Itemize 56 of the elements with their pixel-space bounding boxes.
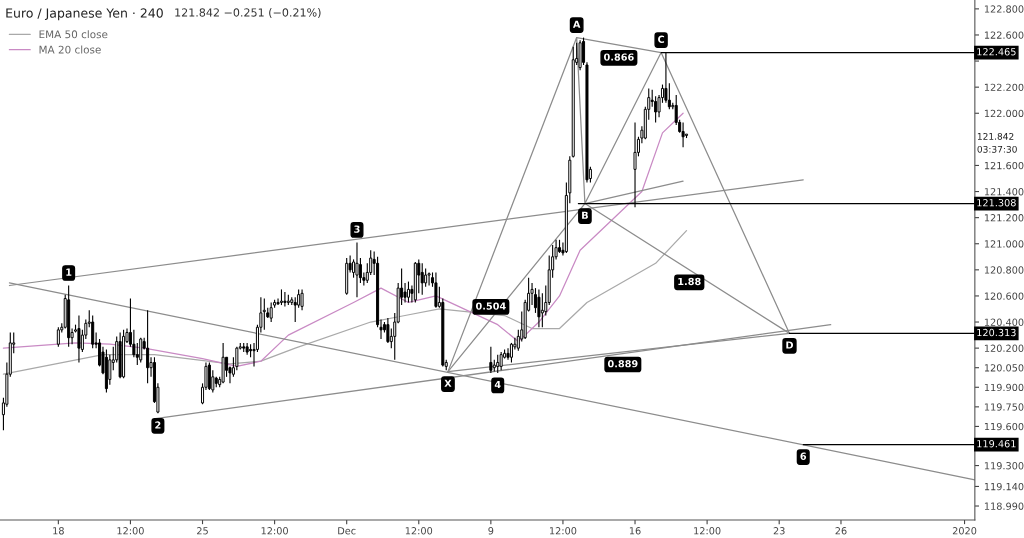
annotation: D (786, 341, 794, 349)
x-tick-label: 18 (53, 527, 64, 535)
y-tick-label: 120.400 (984, 318, 1024, 326)
y-tick-label: 120.800 (984, 266, 1024, 274)
annotation: 6 (800, 452, 807, 460)
x-tick-label: 16 (629, 527, 641, 535)
y-tick-label: 121.600 (984, 161, 1024, 170)
text: 03:37:30 (977, 145, 1017, 153)
y-tick-label: 119.600 (984, 422, 1024, 431)
y-tick-label: 118.990 (984, 502, 1024, 510)
x-tick-label: 26 (835, 527, 847, 535)
text: Euro / Japanese Yen · 240 (6, 8, 163, 21)
text: 121.842 −0.251 (−0.21%) (175, 8, 321, 18)
y-tick-label: 121.400 (984, 188, 1024, 196)
legend-label: EMA 50 close (39, 30, 108, 39)
y-tick-label: 119.750 (984, 403, 1024, 411)
y-tick-label: 120.200 (984, 344, 1024, 352)
y-tick-label: 122.600 (984, 31, 1024, 39)
x-tick-label: 12:00 (261, 527, 288, 535)
annotation: 1 (66, 268, 72, 276)
annotation: 119.461 (977, 440, 1016, 448)
annotation: X (444, 379, 452, 387)
y-tick-label: 120.600 (984, 292, 1024, 300)
y-tick-label: 122.200 (984, 83, 1024, 91)
x-tick-label: 12:00 (550, 527, 577, 535)
x-tick-label: 23 (773, 527, 785, 535)
y-tick-label: 122.800 (984, 5, 1024, 13)
y-tick-label: 121.200 (984, 214, 1024, 222)
legend-label: MA 20 close (39, 45, 101, 54)
x-tick-label: 2020 (952, 527, 977, 535)
annotation: 4 (494, 381, 501, 389)
y-tick-label: 119.300 (984, 462, 1024, 470)
annotation: B (582, 211, 588, 219)
x-tick-label: 12:00 (405, 527, 433, 535)
x-tick-label: 12:00 (117, 527, 144, 535)
annotation: A (572, 20, 581, 28)
annotation: 2 (155, 421, 161, 429)
x-tick-label: 9 (488, 527, 494, 535)
x-tick-label: 12:00 (694, 527, 721, 535)
y-tick-label: 122.000 (984, 109, 1024, 118)
y-tick-label: 121.000 (984, 240, 1024, 248)
text: 121.842 (977, 132, 1014, 140)
annotation: 0.889 (607, 360, 638, 368)
annotation: C (658, 35, 665, 43)
y-tick-label: 120.050 (984, 364, 1024, 372)
annotation: 1.88 (678, 277, 701, 286)
annotation: 3 (354, 225, 360, 233)
annotation: 122.465 (977, 48, 1016, 56)
annotation: 121.308 (977, 199, 1016, 207)
annotation: 120.313 (977, 328, 1016, 337)
y-tick-label: 119.900 (984, 383, 1024, 392)
annotation: 0.866 (603, 53, 634, 61)
y-tick-label: 119.140 (984, 482, 1024, 491)
annotation: 0.504 (475, 302, 506, 310)
x-tick-label: 25 (197, 527, 208, 535)
x-tick-label: Dec (338, 527, 356, 535)
